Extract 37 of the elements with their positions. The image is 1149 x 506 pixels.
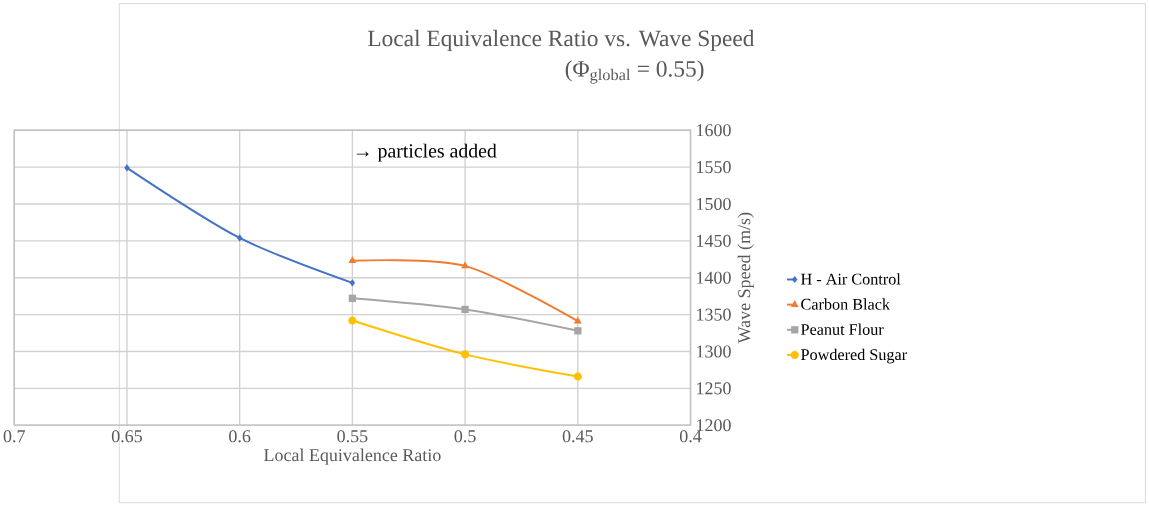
x-tick-label: 0.5 <box>454 430 476 443</box>
point <box>348 316 357 325</box>
point <box>461 261 470 269</box>
y-tick-label: 1500 <box>697 197 731 210</box>
x-axis-title: Local Equivalence Ratio <box>264 448 441 465</box>
point <box>574 326 582 335</box>
point <box>236 234 243 242</box>
legend-label: Peanut Flour <box>801 323 884 335</box>
y-tick-label: 1600 <box>697 124 731 137</box>
point <box>461 305 469 313</box>
y-tick-label: 1250 <box>697 382 731 395</box>
point <box>460 350 470 359</box>
x-tick-label: 0.55 <box>337 430 368 443</box>
y-tick-label: 1350 <box>697 308 731 321</box>
x-tick-label: 0.45 <box>562 430 593 443</box>
y-axis-title: Wave Speed (m/s) <box>737 212 754 344</box>
y-tick-label: 1450 <box>697 234 731 247</box>
x-tick-label: 0.7 <box>3 430 25 443</box>
point <box>348 256 357 263</box>
annotation: → particles added <box>356 143 497 162</box>
x-tick-label: 0.4 <box>679 430 702 443</box>
y-tick-label: 1300 <box>697 345 731 358</box>
point <box>124 164 130 172</box>
x-tick-label: 0.6 <box>229 430 251 443</box>
legend-label: Carbon Black <box>801 298 891 310</box>
y-tick-label: 1400 <box>697 271 731 284</box>
point <box>348 294 357 302</box>
chart-title: Local Equivalence Ratio vs. Wave Speed <box>368 29 755 51</box>
point <box>349 279 356 287</box>
point <box>573 372 582 381</box>
chart-subtitle: (Φ$_{global}$ = 0.55) <box>565 60 704 84</box>
legend-label: H - Air Control <box>801 273 901 285</box>
x-tick-label: 0.65 <box>111 430 142 443</box>
y-tick-label: 1200 <box>697 418 731 432</box>
y-tick-label: 1550 <box>697 160 731 173</box>
point <box>573 316 582 324</box>
legend-label: Powdered Sugar <box>801 348 907 364</box>
